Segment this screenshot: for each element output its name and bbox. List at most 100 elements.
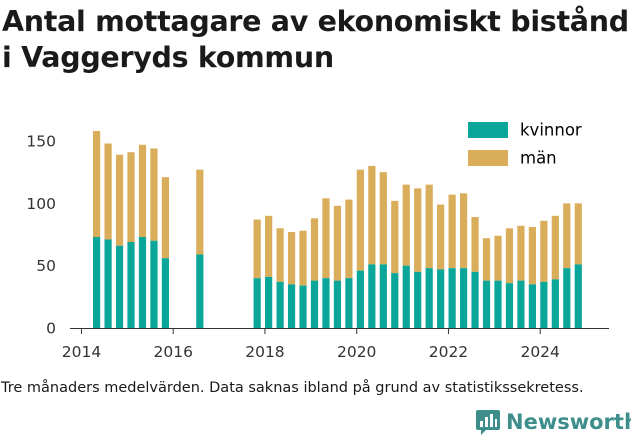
bar-kvinnor-15: [333, 280, 342, 328]
bar-kvinnor-17: [356, 270, 364, 328]
bar-kvinnor-16: [345, 278, 353, 328]
legend-swatch-0: [468, 122, 508, 138]
bar-man-8: [253, 219, 261, 279]
bar-kvinnor-32: [528, 284, 536, 328]
bar-kvinnor-22: [414, 271, 422, 328]
legend-swatch-1: [468, 150, 508, 166]
chart-title-line-1: Antal mottagare av ekonomiskt bistånd: [2, 5, 629, 38]
bar-man-22: [414, 188, 422, 272]
legend: kvinnor män: [468, 121, 582, 168]
bar-man-9: [265, 215, 273, 277]
bar-kvinnor-36: [574, 264, 582, 328]
bar-kvinnor-4: [138, 236, 147, 328]
bar-man-28: [482, 238, 491, 281]
bar-man-5: [150, 148, 158, 241]
bar-kvinnor-12: [299, 285, 307, 328]
bars-group: [93, 131, 582, 328]
bar-man-20: [391, 200, 399, 274]
x-tick-label-2022: 2022: [429, 343, 468, 361]
bar-man-1: [104, 143, 112, 240]
y-tick-label-50: 50: [36, 257, 56, 275]
y-axis: 0 50 100 150: [26, 133, 56, 338]
x-tick-label-2020: 2020: [337, 343, 376, 361]
bar-kvinnor-1: [104, 239, 112, 328]
bar-man-11: [287, 232, 296, 285]
bar-kvinnor-34: [551, 279, 559, 328]
bar-kvinnor-14: [322, 278, 330, 328]
bar-kvinnor-28: [482, 280, 491, 328]
bar-kvinnor-3: [127, 241, 135, 328]
bar-kvinnor-13: [310, 280, 319, 328]
bar-man-19: [379, 172, 387, 265]
bar-man-4: [138, 144, 147, 237]
bar-kvinnor-21: [402, 265, 410, 328]
bar-kvinnor-35: [563, 268, 571, 328]
bar-kvinnor-29: [494, 280, 502, 328]
bar-kvinnor-10: [276, 281, 284, 328]
bar-kvinnor-24: [437, 269, 445, 328]
bar-man-27: [471, 217, 479, 272]
bar-man-6: [161, 177, 170, 259]
bar-man-25: [448, 194, 456, 269]
y-tick-label-0: 0: [46, 320, 56, 338]
brand-logo: Newsworthy: [475, 408, 631, 436]
bar-kvinnor-7: [196, 254, 204, 328]
bar-kvinnor-11: [287, 284, 296, 328]
x-tick-label-2018: 2018: [245, 343, 284, 361]
bar-man-3: [127, 152, 135, 242]
bar-man-21: [402, 184, 410, 266]
bar-man-18: [368, 165, 376, 265]
bar-man-13: [310, 218, 319, 281]
bar-kvinnor-23: [425, 268, 433, 328]
bar-man-26: [459, 193, 468, 269]
y-tick-label-100: 100: [26, 195, 56, 213]
legend-label-0: kvinnor: [520, 121, 582, 140]
y-tick-label-150: 150: [26, 133, 56, 151]
chart-title-line-2: i Vaggeryds kommun: [2, 41, 334, 74]
bar-man-7: [196, 169, 204, 255]
x-tick-label-2014: 2014: [62, 343, 101, 361]
bar-man-24: [437, 204, 445, 270]
bar-kvinnor-18: [368, 264, 376, 328]
bar-kvinnor-5: [150, 240, 158, 328]
newsworthy-logo-icon: [476, 410, 500, 435]
bar-kvinnor-8: [253, 278, 261, 328]
bar-kvinnor-6: [161, 258, 170, 328]
bar-man-14: [322, 198, 330, 279]
bar-kvinnor-26: [459, 268, 468, 328]
bar-man-30: [505, 228, 514, 284]
bar-kvinnor-33: [540, 281, 548, 328]
bar-man-32: [528, 227, 536, 285]
bar-man-0: [93, 131, 101, 237]
bar-kvinnor-20: [391, 273, 399, 328]
bar-kvinnor-31: [517, 280, 525, 328]
bar-kvinnor-9: [265, 276, 273, 328]
x-tick-label-2016: 2016: [153, 343, 192, 361]
bar-man-29: [494, 235, 502, 281]
chart-title: Antal mottagare av ekonomiskt bistånd i …: [2, 4, 630, 76]
bar-kvinnor-2: [115, 245, 124, 328]
bar-man-35: [563, 203, 571, 269]
bar-man-12: [299, 230, 307, 286]
legend-label-1: män: [520, 149, 557, 168]
bar-man-31: [517, 225, 525, 281]
chart-caption: Tre månaders medelvärden. Data saknas ib…: [1, 380, 584, 396]
bar-man-33: [540, 220, 548, 282]
bar-man-36: [574, 203, 582, 265]
bar-kvinnor-0: [93, 236, 101, 328]
bar-man-16: [345, 199, 353, 279]
bar-kvinnor-27: [471, 271, 479, 328]
x-tick-label-2024: 2024: [520, 343, 559, 361]
bar-man-2: [115, 154, 124, 246]
bar-man-34: [551, 215, 559, 280]
bar-man-23: [425, 184, 433, 269]
bar-man-10: [276, 228, 284, 282]
bar-man-17: [356, 169, 364, 271]
bar-kvinnor-19: [379, 264, 387, 328]
bar-kvinnor-30: [505, 283, 514, 328]
brand-name: Newsworthy: [506, 410, 631, 434]
bar-man-15: [333, 205, 342, 281]
x-axis: 2014 2016 2018 2020 2022 2024: [62, 328, 609, 361]
bar-kvinnor-25: [448, 268, 456, 328]
